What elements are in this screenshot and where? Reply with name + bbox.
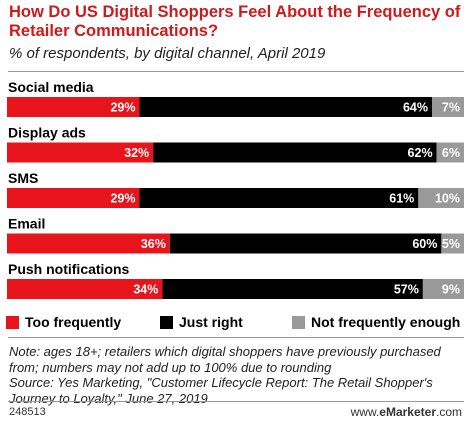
value-label-sms-too-frequently: 29% [110, 192, 135, 206]
legend-item-too-frequently: Too frequently [6, 314, 121, 330]
legend-label-not-frequently-enough: Not frequently enough [311, 314, 461, 330]
category-label-push-notifications: Push notifications [8, 261, 130, 277]
footer-divider [8, 401, 464, 402]
bar-display-ads-too-frequently [7, 142, 154, 163]
bar-email-just-right [169, 233, 442, 254]
category-label-display-ads: Display ads [8, 125, 86, 141]
legend: Too frequently Just right Not frequently… [6, 314, 466, 334]
bar-push-notifications-just-right [162, 279, 423, 299]
value-label-push-notifications-just-right: 57% [394, 283, 419, 297]
brand-suffix: .com [435, 405, 462, 419]
chart-title: How Do US Digital Shoppers Feel About th… [9, 3, 461, 40]
bar-push-notifications-too-frequently [7, 279, 163, 299]
bar-social-media-not-frequently-enough [432, 97, 464, 117]
value-label-display-ads-not-frequently-enough: 6% [442, 146, 460, 160]
value-label-sms-not-frequently-enough: 10% [435, 192, 460, 206]
value-label-email-just-right: 60% [412, 237, 437, 251]
value-label-sms-just-right: 61% [389, 192, 414, 206]
category-label-email: Email [8, 216, 45, 232]
bar-social-media-too-frequently [7, 97, 140, 117]
legend-label-too-frequently: Too frequently [25, 314, 122, 330]
value-label-social-media-not-frequently-enough: 7% [442, 101, 460, 115]
legend-item-not-frequently-enough: Not frequently enough [292, 314, 460, 330]
brand-prefix: www. [350, 405, 380, 419]
legend-label-just-right: Just right [179, 314, 243, 330]
value-label-display-ads-just-right: 62% [408, 146, 433, 160]
brand-link[interactable]: www.eMarketer.com [351, 405, 462, 419]
stacked-bar-chart: Social media 29% 64% 7% Display ads 32% 62% 6% S… [7, 79, 464, 299]
bar-email-too-frequently [7, 233, 170, 254]
category-label-social-media: Social media [8, 79, 94, 95]
bar-sms-just-right [139, 188, 419, 208]
value-label-social-media-just-right: 64% [403, 101, 428, 115]
value-label-social-media-too-frequently: 29% [110, 101, 135, 115]
legend-swatch-just-right [160, 315, 173, 329]
value-label-push-notifications-too-frequently: 34% [133, 283, 158, 297]
value-label-email-too-frequently: 36% [141, 237, 166, 251]
bottom-divider [8, 337, 464, 338]
note-text: Note: ages 18+; retailers which digital … [9, 344, 441, 375]
bar-sms-not-frequently-enough [418, 188, 464, 208]
value-label-display-ads-too-frequently: 32% [124, 146, 149, 160]
brand-name: eMarketer [379, 405, 436, 419]
bar-social-media-just-right [139, 97, 433, 117]
bar-email-not-frequently-enough [441, 233, 464, 254]
bar-sms-too-frequently [7, 188, 140, 208]
legend-swatch-too-frequently [6, 315, 19, 329]
legend-swatch-not-frequently-enough [292, 315, 305, 329]
chart-id: 248513 [9, 406, 46, 418]
top-divider [8, 71, 464, 72]
value-label-push-notifications-not-frequently-enough: 9% [442, 283, 460, 297]
bar-display-ads-just-right [153, 142, 437, 163]
legend-item-just-right: Just right [160, 314, 243, 330]
bar-push-notifications-not-frequently-enough [422, 279, 464, 299]
category-label-sms: SMS [8, 170, 38, 186]
chart-subtitle: % of respondents, by digital channel, Ap… [9, 45, 326, 62]
value-label-email-not-frequently-enough: 5% [442, 237, 460, 251]
bar-display-ads-not-frequently-enough [436, 142, 464, 163]
footnote: Note: ages 18+; retailers which digital … [9, 344, 464, 406]
